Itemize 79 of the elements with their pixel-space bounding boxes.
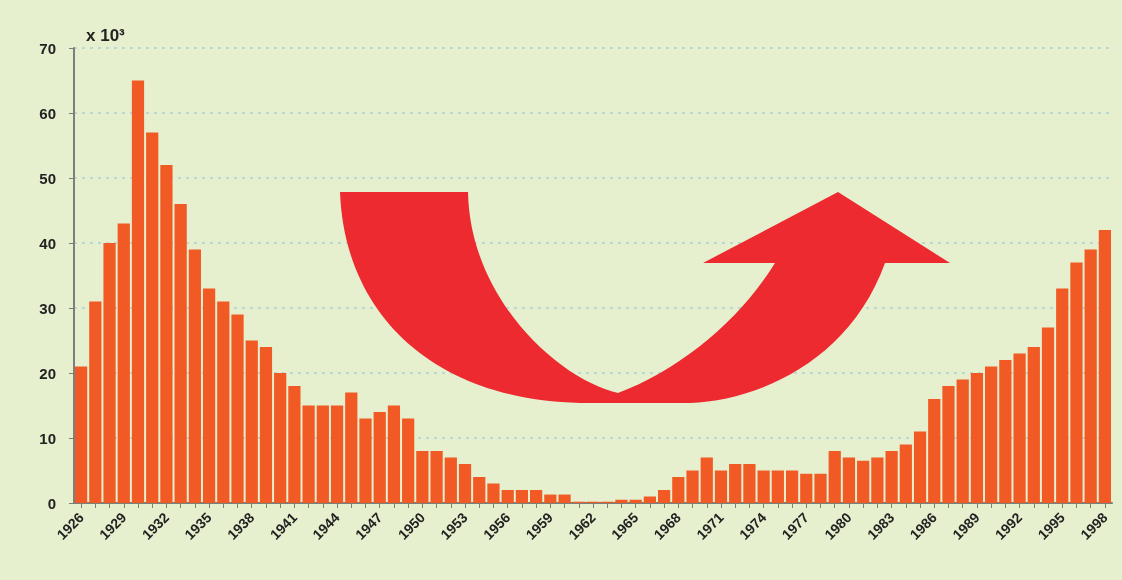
bar: [814, 473, 827, 503]
bar: [686, 470, 699, 503]
bar: [274, 373, 287, 503]
bar: [714, 470, 728, 503]
bar: [999, 360, 1012, 503]
bar: [857, 460, 870, 503]
bar: [245, 340, 258, 503]
y-axis-title: x 10³: [86, 26, 126, 45]
bar: [1084, 249, 1097, 503]
bar: [458, 464, 472, 503]
bar: [373, 412, 386, 503]
bar: [416, 451, 429, 503]
bar: [174, 204, 187, 503]
bar: [1098, 230, 1111, 503]
bar: [970, 373, 984, 503]
bar: [1070, 262, 1083, 503]
bar: [330, 405, 344, 503]
bar: [800, 473, 813, 503]
bar: [842, 457, 856, 503]
bar: [757, 470, 770, 503]
bar: [131, 80, 145, 503]
bar: [1013, 353, 1026, 503]
y-tick-label: 40: [39, 234, 56, 252]
y-tick-label: 60: [39, 104, 56, 122]
bar: [217, 301, 230, 503]
bar: [387, 405, 401, 503]
y-tick-label: 70: [39, 39, 56, 57]
y-tick-label: 20: [39, 364, 56, 382]
bar: [515, 490, 529, 503]
bar: [501, 490, 514, 503]
bar: [188, 249, 201, 503]
bar: [1041, 327, 1055, 503]
bar: [743, 464, 756, 503]
bar: [444, 457, 457, 503]
bar: [942, 386, 955, 503]
bar: [956, 379, 969, 503]
bar: [885, 451, 898, 503]
bar: [288, 386, 301, 503]
bar: [487, 483, 500, 503]
bar: [89, 301, 102, 503]
bar: [629, 499, 642, 503]
y-tick-label: 0: [47, 494, 56, 512]
bar: [913, 431, 927, 503]
bar: [672, 477, 685, 503]
y-tick-label: 10: [39, 429, 56, 447]
bar: [985, 366, 998, 503]
bar: [160, 165, 173, 503]
bar: [75, 366, 88, 503]
y-tick-label: 50: [39, 169, 56, 187]
bar: [430, 451, 443, 503]
bar: [871, 457, 884, 503]
bar: [544, 494, 557, 503]
bar: [345, 392, 358, 503]
bar: [1027, 347, 1040, 503]
bar: [558, 494, 571, 503]
bar: [259, 347, 273, 503]
bar: [231, 314, 244, 503]
bar: [316, 405, 329, 503]
y-tick-label: 30: [39, 299, 56, 317]
bar: [202, 288, 216, 503]
bar: [359, 418, 372, 503]
bar: [700, 457, 713, 503]
bar: [771, 470, 784, 503]
bar: [785, 470, 799, 503]
bar: [828, 451, 841, 503]
bar: [117, 223, 130, 503]
bar: [643, 496, 656, 503]
bar: [615, 499, 628, 503]
bar: [402, 418, 415, 503]
bar: [103, 243, 116, 503]
bar: [146, 132, 159, 503]
bar: [928, 399, 941, 503]
bar: [899, 444, 912, 503]
bar: [530, 490, 543, 503]
bar: [729, 464, 742, 503]
bar: [302, 405, 315, 503]
bar: [657, 490, 671, 503]
bar: [473, 477, 486, 503]
bar: [1056, 288, 1069, 503]
